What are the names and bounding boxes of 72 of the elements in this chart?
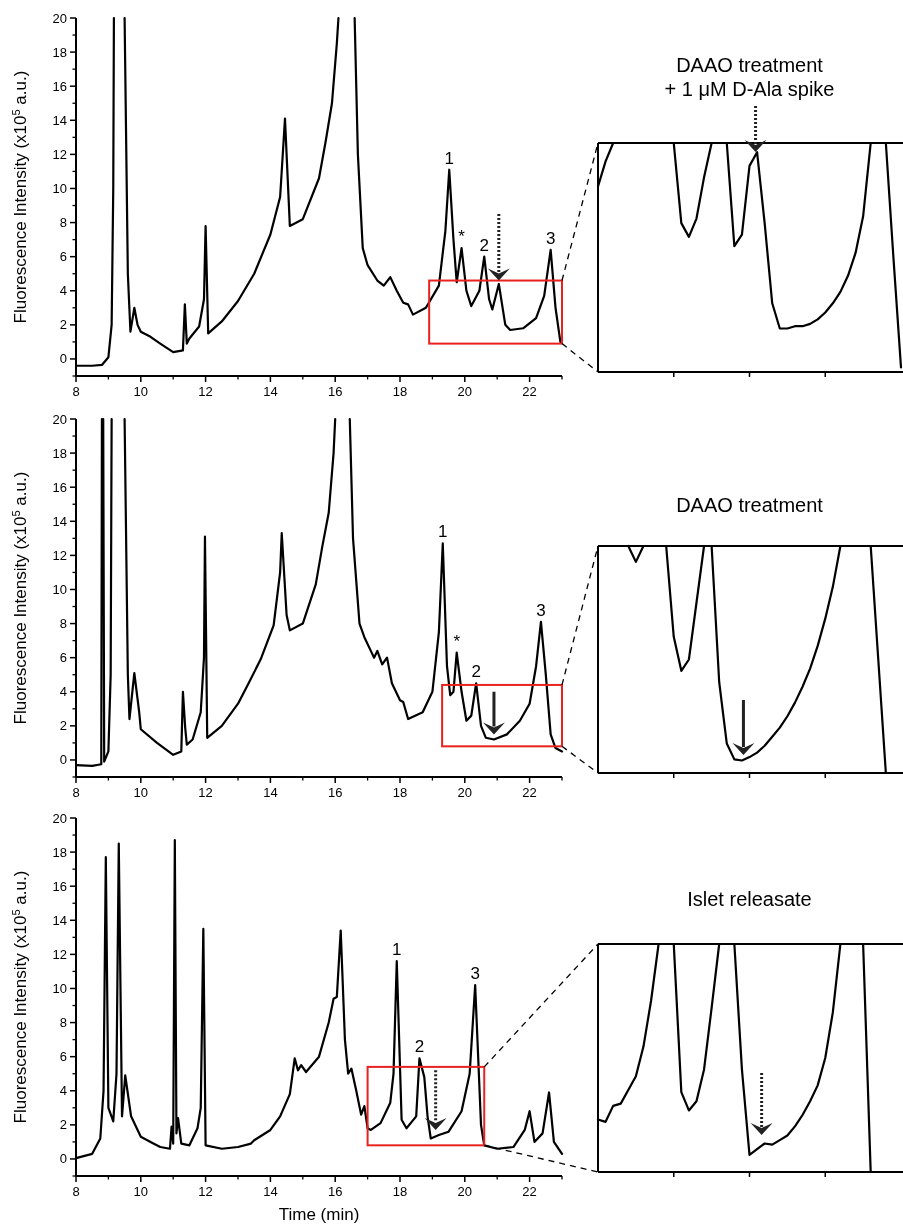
y-tick-label: 12 (52, 946, 67, 962)
x-tick-label: 18 (392, 384, 408, 399)
y-tick-label: 20 (52, 10, 67, 26)
y-tick-label: 16 (52, 479, 67, 495)
y-tick-label: 12 (52, 547, 67, 563)
y-tick-label: 0 (59, 752, 67, 768)
x-tick-label: 20 (457, 1184, 473, 1199)
annotation: 3 (470, 964, 480, 984)
y-tick-label: 2 (59, 317, 67, 333)
y-tick-label: 10 (52, 581, 67, 597)
y-tick-label: 6 (59, 650, 67, 666)
x-axis-title: Time (min) (278, 1205, 360, 1224)
y-tick-label: 12 (52, 146, 67, 162)
annotation: 2 (479, 235, 489, 255)
y-tick-label: 6 (59, 249, 67, 265)
x-tick-label: 8 (72, 785, 80, 800)
x-tick-label: 16 (327, 384, 343, 399)
x-tick-label: 14 (263, 384, 278, 399)
x-tick-label: 14 (263, 1184, 278, 1199)
x-tick-label: 16 (327, 785, 343, 800)
annotation: 3 (536, 600, 546, 620)
y-tick-label: 18 (52, 445, 67, 461)
x-tick-label: 18 (392, 785, 408, 800)
x-tick-label: 14 (263, 785, 278, 800)
annotation: 3 (545, 228, 556, 248)
annotation: 1 (444, 148, 454, 168)
y-tick-label: 0 (59, 1151, 67, 1167)
y-tick-label: 14 (52, 912, 67, 928)
y-tick-label: 20 (52, 810, 67, 826)
y-tick-label: 8 (59, 616, 67, 632)
x-tick-label: 20 (457, 785, 473, 800)
x-tick-label: 12 (198, 1184, 213, 1199)
y-tick-label: 6 (59, 1049, 67, 1065)
y-tick-label: 2 (59, 718, 67, 734)
x-tick-label: 10 (133, 1184, 149, 1199)
x-tick-label: 22 (522, 1184, 537, 1199)
annotation: 2 (471, 662, 481, 682)
x-tick-label: 12 (198, 384, 213, 399)
y-tick-label: 18 (52, 844, 67, 860)
annotation: * (458, 227, 466, 247)
x-tick-label: 22 (522, 384, 537, 399)
y-tick-label: 18 (52, 44, 67, 60)
y-tick-label: 4 (59, 283, 67, 299)
x-tick-label: 12 (198, 785, 213, 800)
y-tick-label: 2 (59, 1117, 67, 1133)
annotation: 2 (414, 1037, 425, 1057)
y-tick-label: 16 (52, 78, 67, 94)
y-tick-label: 14 (52, 513, 67, 529)
y-tick-label: 10 (52, 980, 67, 996)
y-tick-label: 0 (59, 351, 67, 367)
chart-title: DAAO treatment + 1 μM D-Ala spike (664, 54, 835, 100)
chart-title: DAAO treatment (676, 494, 824, 516)
y-tick-label: 4 (59, 1083, 67, 1099)
x-tick-label: 18 (392, 1184, 408, 1199)
y-tick-label: 20 (52, 411, 67, 427)
x-tick-label: 16 (327, 1184, 343, 1199)
y-tick-label: 8 (59, 1015, 67, 1031)
x-tick-label: 20 (457, 384, 473, 399)
x-tick-label: 10 (133, 785, 149, 800)
annotation: 1 (392, 940, 402, 960)
x-tick-label: 10 (133, 384, 149, 399)
y-tick-label: 4 (59, 684, 67, 700)
y-tick-label: 14 (52, 112, 67, 128)
y-tick-label: 10 (52, 180, 67, 196)
x-tick-label: 8 (72, 384, 80, 399)
x-tick-label: 8 (72, 1184, 80, 1199)
y-tick-label: 16 (52, 878, 67, 894)
y-tick-label: 8 (59, 215, 67, 231)
annotation: 1 (438, 522, 448, 542)
annotation: * (453, 631, 461, 651)
x-tick-label: 22 (522, 785, 537, 800)
chart-title: Islet releasate (687, 888, 812, 910)
